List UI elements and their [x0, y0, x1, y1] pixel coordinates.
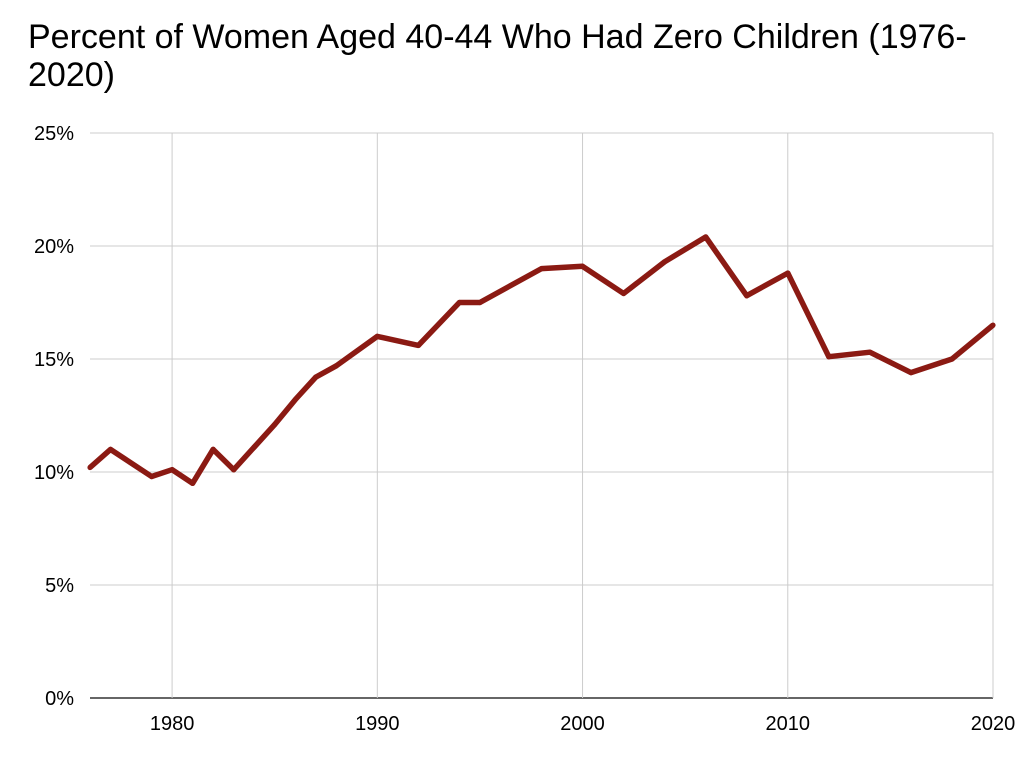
data-point — [744, 293, 750, 299]
data-point — [538, 266, 545, 272]
data-point — [87, 464, 93, 471]
data-point — [272, 421, 278, 428]
y-tick-label: 5% — [45, 575, 74, 597]
data-point — [703, 234, 709, 240]
series-layer — [87, 234, 996, 487]
data-point — [662, 259, 668, 265]
x-tick-label: 2000 — [560, 713, 605, 735]
data-point — [169, 467, 175, 473]
y-tick-label: 10% — [34, 462, 74, 484]
data-point — [231, 467, 237, 473]
data-point — [292, 397, 298, 403]
grid-lines — [90, 132, 994, 699]
y-tick-label: 25% — [34, 123, 74, 145]
data-point — [579, 263, 586, 269]
data-point — [251, 444, 257, 450]
data-point — [456, 299, 463, 306]
data-point — [620, 290, 627, 297]
data-point — [190, 480, 196, 486]
data-point — [908, 369, 914, 376]
data-point — [990, 322, 996, 328]
data-point — [785, 270, 791, 276]
x-tick-label: 2020 — [971, 713, 1016, 735]
y-axis-ticks: 0% 5% 10% 15% 20% 25% — [34, 123, 74, 710]
x-tick-label: 1980 — [150, 713, 195, 735]
data-point — [374, 333, 380, 339]
chart-title: Percent of Women Aged 40-44 Who Had Zero… — [28, 18, 967, 94]
x-axis-ticks: 1980 1990 2000 2010 2020 — [150, 713, 1015, 735]
data-point — [107, 446, 114, 452]
data-point — [148, 473, 155, 480]
data-point — [415, 342, 421, 349]
series-line — [88, 234, 995, 487]
x-tick-label: 1990 — [355, 713, 400, 735]
data-point — [210, 446, 216, 452]
y-tick-label: 0% — [45, 688, 74, 710]
data-point — [333, 363, 339, 369]
data-point — [313, 374, 319, 380]
y-tick-label: 20% — [34, 236, 74, 258]
data-point — [826, 354, 832, 360]
y-tick-label: 15% — [34, 349, 74, 371]
data-point — [949, 356, 955, 362]
data-point — [477, 299, 483, 306]
x-tick-label: 2010 — [766, 713, 811, 735]
data-point — [867, 349, 873, 355]
